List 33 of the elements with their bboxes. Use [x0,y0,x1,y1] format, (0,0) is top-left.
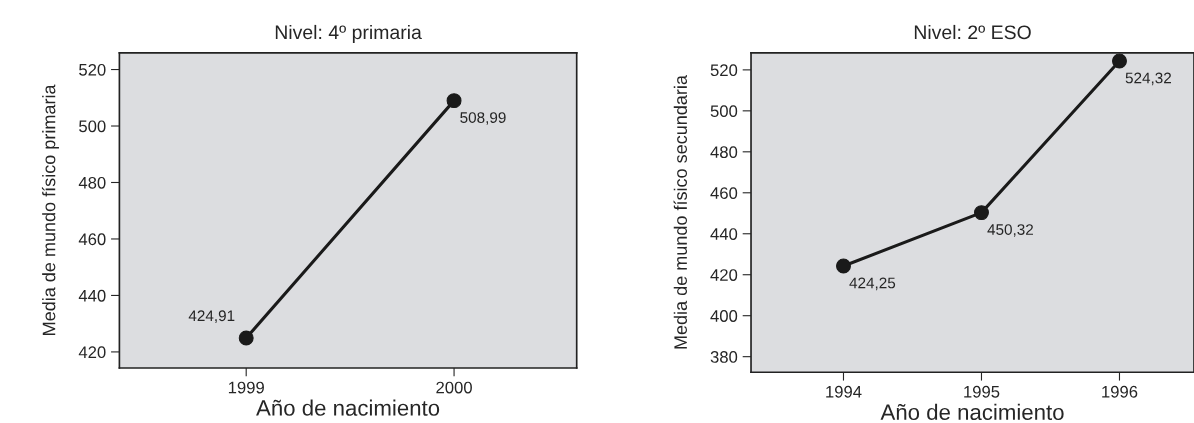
y-tick-label: 420 [78,346,106,359]
y-tick-label: 400 [710,310,738,322]
data-label: 424,91 [188,310,235,323]
x-axis-title: Año de nacimiento [880,403,1064,421]
data-label: 424,25 [849,277,896,291]
point [1112,53,1127,69]
y-tick-label: 460 [710,187,738,199]
x-axis-title: Año de nacimiento [256,399,440,416]
y-axis-title: Media de mundo físico primaria [41,84,59,335]
y-tick-label: 500 [79,120,106,133]
x-tick-label: 1995 [964,385,1000,398]
y-tick-label: 480 [78,176,106,189]
x-tick-label: 2000 [436,381,472,394]
data-label: 524,32 [1125,72,1171,86]
data-label: 508,99 [460,112,506,125]
y-tick-label: 440 [710,228,738,240]
y-tick-label: 460 [78,233,106,246]
y-tick-label: 420 [710,269,738,281]
y-tick-label: 380 [710,351,738,363]
x-tick-label: 1994 [826,385,862,398]
x-tick-label: 1996 [1102,385,1138,398]
chart-title: Nivel: 2º ESO [914,24,1031,40]
y-axis-title: Media de mundo físico secundaria [673,75,688,349]
point [974,205,989,221]
x-tick-label: 1999 [228,381,264,394]
y-tick-label: 520 [710,64,738,77]
y-tick-label: 520 [79,63,106,76]
y-tick-label: 440 [78,289,106,302]
y-tick-label: 500 [710,105,738,118]
y-tick-label: 480 [710,146,738,159]
point [836,258,851,274]
chart-title: Nivel: 4º primaria [275,24,422,44]
data-label: 450,32 [987,224,1033,237]
